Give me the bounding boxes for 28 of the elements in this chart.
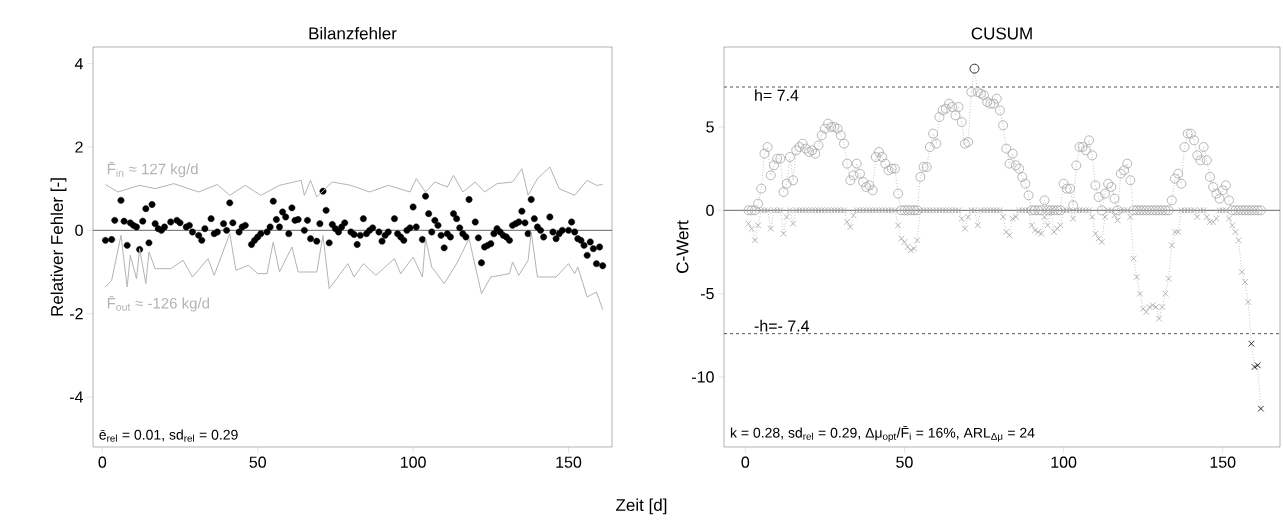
chart-title: Bilanzfehler (309, 26, 397, 40)
x-tick-label: 100 (1051, 456, 1077, 468)
text: k = 0.28, sd$_{rel}$ = 0.29, Δμ$_{opt}$/F̄$_{i}$ = 16%, ARL$_{Δμ}$ = 24 (730, 426, 1035, 442)
y-tick-label: -2 (69, 308, 83, 320)
x-tick-label: 50 (896, 456, 913, 468)
series-label: F̄$_{out}$ ≈ -126 kg/d (107, 296, 210, 312)
ref-line-label: h= 7.4 (755, 89, 799, 101)
y-axis-title: C-Wert (676, 220, 689, 273)
y-tick-label: 4 (74, 58, 83, 70)
y-tick-label: 0 (75, 224, 83, 236)
y-tick-label: -10 (692, 371, 714, 383)
y-axis-title: Relativer Fehler [-] (50, 178, 67, 316)
ref-line-label: -h=- 7.4 (754, 319, 810, 332)
y-tick-label: -5 (700, 288, 714, 300)
series-label: F̄$_{in}$ ≈ 127 kg/d (107, 161, 198, 178)
x-tick-label: 150 (556, 456, 582, 468)
x-tick-label: 0 (98, 456, 107, 468)
x-tick-label: 150 (1210, 456, 1236, 468)
y-tick-label: 2 (75, 141, 83, 153)
annotation: ē$_{rel}$ = 0.01, sd$_{rel}$ = 0.29 (99, 429, 238, 442)
y-tick-label: 0 (706, 204, 714, 216)
x-tick-label: 100 (400, 456, 426, 468)
x-axis-title: Zeit [d] (616, 498, 667, 515)
chart-title: CUSUM (971, 27, 1032, 40)
y-tick-label: -4 (69, 391, 83, 403)
x-tick-label: 0 (741, 456, 750, 468)
x-tick-label: 50 (249, 456, 266, 468)
y-tick-label: 5 (706, 121, 714, 133)
